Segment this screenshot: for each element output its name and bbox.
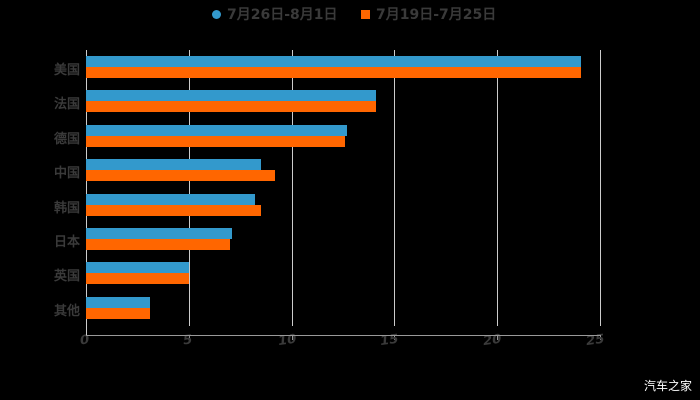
bar-series-2[interactable]	[86, 135, 346, 147]
bar-series-1[interactable]	[86, 159, 261, 171]
y-category-label: 德国	[53, 131, 80, 147]
y-category-label: 法国	[53, 97, 80, 113]
y-category-label: 中国	[53, 166, 80, 182]
bar-series-2[interactable]	[86, 307, 150, 319]
x-tick	[291, 335, 293, 340]
y-category-label: 其他	[53, 303, 80, 319]
grid-line	[188, 50, 190, 326]
bar-series-1[interactable]	[86, 228, 232, 239]
y-category-label: 日本	[53, 235, 80, 250]
bar-series-1[interactable]	[86, 193, 255, 205]
y-category-label: 英国	[53, 269, 80, 285]
bar-series-1[interactable]	[86, 262, 189, 274]
grid-line	[291, 50, 293, 326]
x-tick	[497, 335, 499, 340]
bar-series-1[interactable]	[86, 90, 376, 102]
grid-line	[394, 50, 396, 326]
grid-line	[497, 50, 499, 326]
bar-series-2[interactable]	[86, 170, 276, 182]
legend-item-series-2[interactable]: 7月19日-7月25日	[361, 4, 496, 24]
watermark: 汽车之家	[643, 379, 692, 393]
legend-square-icon	[361, 9, 370, 19]
x-axis-line	[86, 335, 601, 336]
legend-item-series-1[interactable]: 7月26日-8月1日	[212, 4, 338, 24]
bar-series-2[interactable]	[86, 239, 230, 250]
y-axis-line	[86, 50, 87, 335]
bar-series-2[interactable]	[86, 204, 261, 216]
legend-label: 7月19日-7月25日	[376, 7, 497, 23]
x-tick	[600, 335, 601, 340]
bar-series-2[interactable]	[86, 101, 376, 113]
x-tick	[86, 335, 87, 340]
x-tick	[188, 335, 190, 340]
x-tick	[394, 335, 396, 340]
y-category-label: 美国	[53, 63, 80, 78]
bar-series-1[interactable]	[86, 56, 582, 67]
bar-series-2[interactable]	[86, 273, 189, 285]
y-category-label: 韩国	[53, 200, 80, 216]
bar-series-1[interactable]	[86, 296, 150, 308]
bar-series-2[interactable]	[86, 67, 582, 78]
legend-label: 7月26日-8月1日	[227, 7, 338, 23]
bar-series-1[interactable]	[86, 124, 348, 136]
legend-circle-icon	[212, 9, 221, 19]
chart-legend: 7月26日-8月1日 7月19日-7月25日	[0, 4, 700, 24]
grid-line	[600, 50, 601, 326]
